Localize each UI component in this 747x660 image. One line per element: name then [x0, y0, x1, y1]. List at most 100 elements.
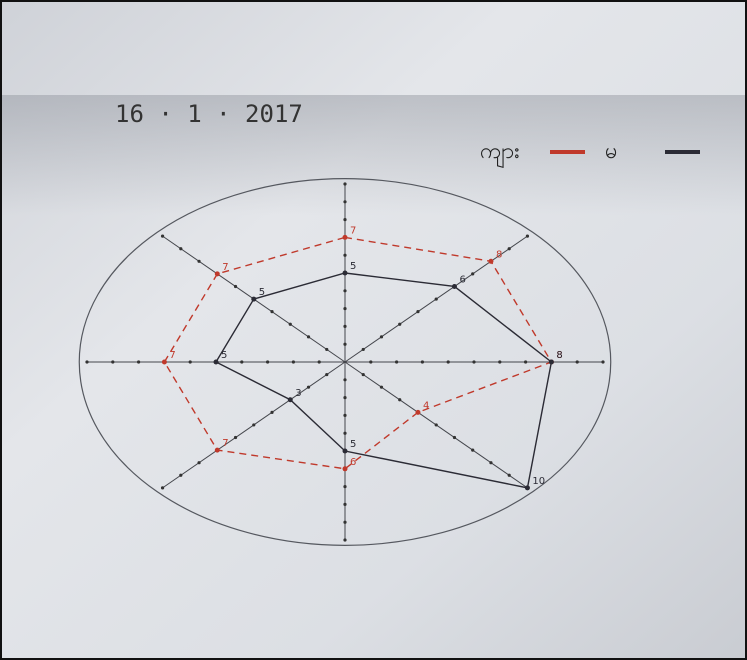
tick-dot: [380, 386, 383, 389]
point: [549, 360, 554, 365]
tick-dot: [343, 503, 346, 506]
value-label: 6: [459, 274, 465, 285]
tick-dot: [137, 360, 140, 363]
tick-dot: [508, 247, 511, 250]
tick-dot: [343, 218, 346, 221]
photo: 16 · 1 · 2017 78846777568105355ကျားမ: [0, 0, 747, 660]
point: [162, 360, 167, 365]
tick-dot: [289, 323, 292, 326]
tick-dot: [343, 538, 346, 541]
tick-dot: [111, 360, 114, 363]
tick-dot: [343, 254, 346, 257]
value-label: 5: [350, 439, 356, 450]
tick-dot: [447, 360, 450, 363]
date: 16 · 1 · 2017: [115, 100, 303, 128]
tick-dot: [435, 297, 438, 300]
value-label: 8: [496, 249, 502, 260]
tick-dot: [369, 360, 372, 363]
tick-dot: [508, 474, 511, 477]
tick-dot: [472, 360, 475, 363]
tick-dot: [234, 436, 237, 439]
tick-dot: [343, 307, 346, 310]
value-label: 3: [295, 388, 301, 399]
tick-dot: [398, 398, 401, 401]
legend-label: မ: [605, 139, 618, 164]
tick-dot: [343, 289, 346, 292]
value-label: 5: [221, 350, 227, 361]
tick-dot: [197, 461, 200, 464]
tick-dot: [343, 182, 346, 185]
tick-dot: [471, 272, 474, 275]
tick-dot: [435, 423, 438, 426]
tick-dot: [395, 360, 398, 363]
value-label: 7: [350, 225, 356, 236]
point: [343, 449, 348, 454]
tick-dot: [343, 396, 346, 399]
tick-dot: [416, 310, 419, 313]
point: [343, 466, 348, 471]
tick-dot: [576, 360, 579, 363]
value-label: 5: [350, 261, 356, 272]
tick-dot: [398, 323, 401, 326]
tick-dot: [601, 360, 604, 363]
tick-dot: [179, 474, 182, 477]
value-label: 10: [532, 476, 545, 487]
tick-dot: [526, 235, 529, 238]
tick-dot: [85, 360, 88, 363]
tick-dot: [343, 414, 346, 417]
value-label: 6: [350, 457, 356, 468]
tick-dot: [161, 486, 164, 489]
tick-dot: [498, 360, 501, 363]
tick-dot: [453, 436, 456, 439]
tick-dot: [266, 360, 269, 363]
tick-dot: [252, 423, 255, 426]
tick-dot: [179, 247, 182, 250]
value-label: 4: [423, 400, 429, 411]
value-label: 8: [556, 350, 562, 361]
tick-dot: [234, 285, 237, 288]
tick-dot: [161, 235, 164, 238]
tick-dot: [325, 373, 328, 376]
value-label: 7: [169, 350, 175, 361]
tick-dot: [270, 310, 273, 313]
tick-dot: [307, 386, 310, 389]
tick-dot: [343, 521, 346, 524]
tick-dot: [307, 335, 310, 338]
tick-dot: [343, 378, 346, 381]
tick-dot: [343, 485, 346, 488]
point: [488, 259, 493, 264]
legend-label: ကျား: [480, 139, 520, 168]
point: [525, 485, 530, 490]
tick-dot: [343, 343, 346, 346]
point: [288, 397, 293, 402]
tick-dot: [524, 360, 527, 363]
tick-dot: [343, 432, 346, 435]
tick-dot: [197, 260, 200, 263]
tick-dot: [380, 335, 383, 338]
point: [343, 235, 348, 240]
tick-dot: [489, 461, 492, 464]
tick-dot: [240, 360, 243, 363]
tick-dot: [325, 348, 328, 351]
value-label: 7: [222, 262, 228, 273]
tick-dot: [362, 373, 365, 376]
tick-dot: [318, 360, 321, 363]
value-label: 7: [222, 438, 228, 449]
tick-dot: [343, 200, 346, 203]
value-label: 5: [259, 287, 265, 298]
point: [343, 271, 348, 276]
tick-dot: [292, 360, 295, 363]
point: [215, 271, 220, 276]
tick-dot: [471, 449, 474, 452]
tick-dot: [421, 360, 424, 363]
point: [415, 410, 420, 415]
tick-dot: [362, 348, 365, 351]
tick-dot: [270, 411, 273, 414]
tick-dot: [189, 360, 192, 363]
point: [214, 360, 219, 365]
shadow: [0, 95, 747, 215]
point: [215, 448, 220, 453]
point: [251, 297, 256, 302]
point: [452, 284, 457, 289]
tick-dot: [343, 325, 346, 328]
